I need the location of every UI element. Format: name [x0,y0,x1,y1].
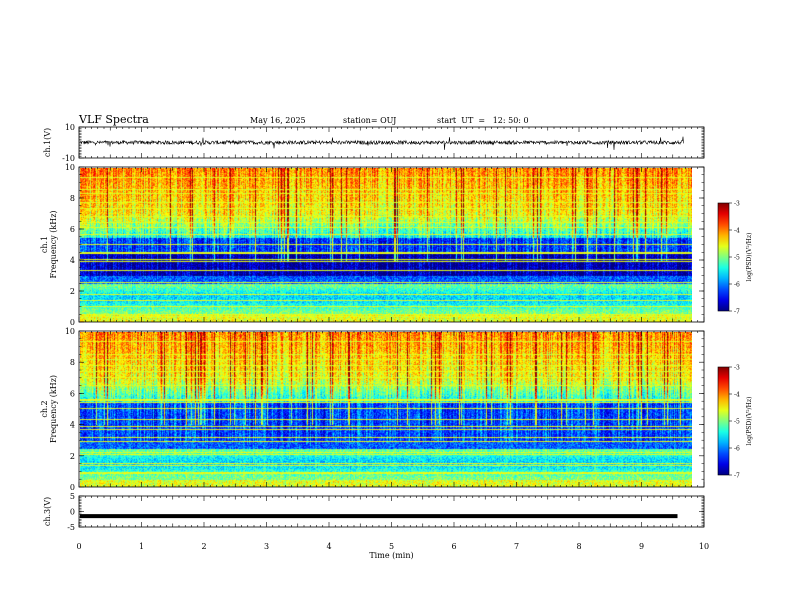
ch2-colorbar-tick-label: -7 [734,473,740,480]
ch2-spectrogram-ytick-label: 8 [70,358,75,367]
ch2-spectrogram-ytick-label: 10 [65,327,75,336]
ch1-voltage-ylabel: ch.1(V) [43,128,52,157]
time-tick-label: 3 [264,542,269,551]
ch2-colorbar: -3 -4 -5 -6 -7 log(PSD)(V²/Hz) [717,365,753,480]
ch1-colorbar-tick-label: -6 [734,282,740,289]
time-tick-label: 9 [639,542,644,551]
time-tick-label: 7 [514,542,519,551]
ch1-voltage-panel: 10 -10 ch.1(V) [43,123,705,163]
time-tick-label: 2 [201,542,206,551]
figure-date: May 16, 2025 [250,116,306,125]
ch1-spectrogram-ylabel: ch.1 [40,236,49,253]
ch1-spectrogram-ytick-label: 10 [65,163,75,172]
ch1-colorbar-bar [717,202,730,312]
ch3-voltage-panel: 5 0 -5 ch.3(V) 0 1 2 3 4 5 6 7 8 9 10 Time (min) [43,492,709,560]
ch2-spectrogram-ylabel: Frequency (kHz) [49,375,58,443]
time-tick-label: 5 [389,542,394,551]
ch2-spectrogram-ytick-label: 0 [70,483,75,492]
figure-station: station= OUJ [343,116,396,125]
ch1-colorbar-label: log(PSD)(V²/Hz) [746,233,753,282]
ch1-colorbar-tick-label: -7 [734,309,740,316]
ch3-voltage-ytick-label: 0 [70,508,75,517]
ch2-spectrogram-image [80,332,692,487]
ch2-spectrogram-ylabel: ch.2 [40,400,49,417]
ch1-spectrogram-ytick-label: 4 [70,256,75,265]
ch1-colorbar-tick-label: -5 [734,255,740,262]
time-axis-label: Time (min) [369,551,413,560]
time-tick-label: 0 [76,542,81,551]
time-tick-label: 4 [326,542,331,551]
time-tick-label: 10 [699,542,709,551]
time-tick-label: 1 [139,542,144,551]
figure-title: VLF Spectra [78,113,149,126]
ch1-spectrogram-panel: 0 2 4 6 8 10 ch.1 Frequency (kHz) [40,163,705,327]
ch2-colorbar-bar [717,366,730,476]
ch1-voltage-ytick-label: -10 [62,154,75,163]
ch1-voltage-trace [79,136,684,150]
ch2-colorbar-tick-label: -6 [734,446,740,453]
ch1-colorbar-tick-label: -4 [734,228,740,235]
ch1-colorbar: -3 -4 -5 -6 -7 log(PSD)(V²/Hz) [717,201,753,316]
ch3-voltage-ytick-label: -5 [67,523,75,532]
ch2-spectrogram-ytick-label: 4 [70,421,75,430]
ch2-colorbar-tick-label: -3 [734,365,740,372]
ch2-colorbar-label: log(PSD)(V²/Hz) [746,397,753,446]
ch1-spectrogram-ytick-label: 6 [70,225,75,234]
ch2-colorbar-tick-label: -5 [734,419,740,426]
ch1-colorbar-tick-label: -3 [734,201,740,208]
ch1-spectrogram-ytick-label: 0 [70,318,75,327]
ch2-spectrogram-ytick-label: 2 [70,452,75,461]
ch2-colorbar-tick-label: -4 [734,392,740,399]
ch1-voltage-ytick-label: 10 [65,123,75,132]
ch2-spectrogram-ytick-label: 6 [70,389,75,398]
ch3-voltage-ylabel: ch.3(V) [43,497,52,526]
time-tick-label: 8 [576,542,581,551]
ch1-spectrogram-ylabel: Frequency (kHz) [49,210,58,278]
ch3-voltage-ytick-label: 5 [70,492,75,501]
figure-start-time: start UT = 12: 50: 0 [437,116,529,125]
ch1-spectrogram-image [80,168,692,322]
time-tick-label: 6 [451,542,456,551]
ch1-spectrogram-ytick-label: 2 [70,287,75,296]
ch2-spectrogram-panel: 0 2 4 6 8 10 ch.2 Frequency (kHz) [40,327,705,492]
ch1-spectrogram-ytick-label: 8 [70,194,75,203]
